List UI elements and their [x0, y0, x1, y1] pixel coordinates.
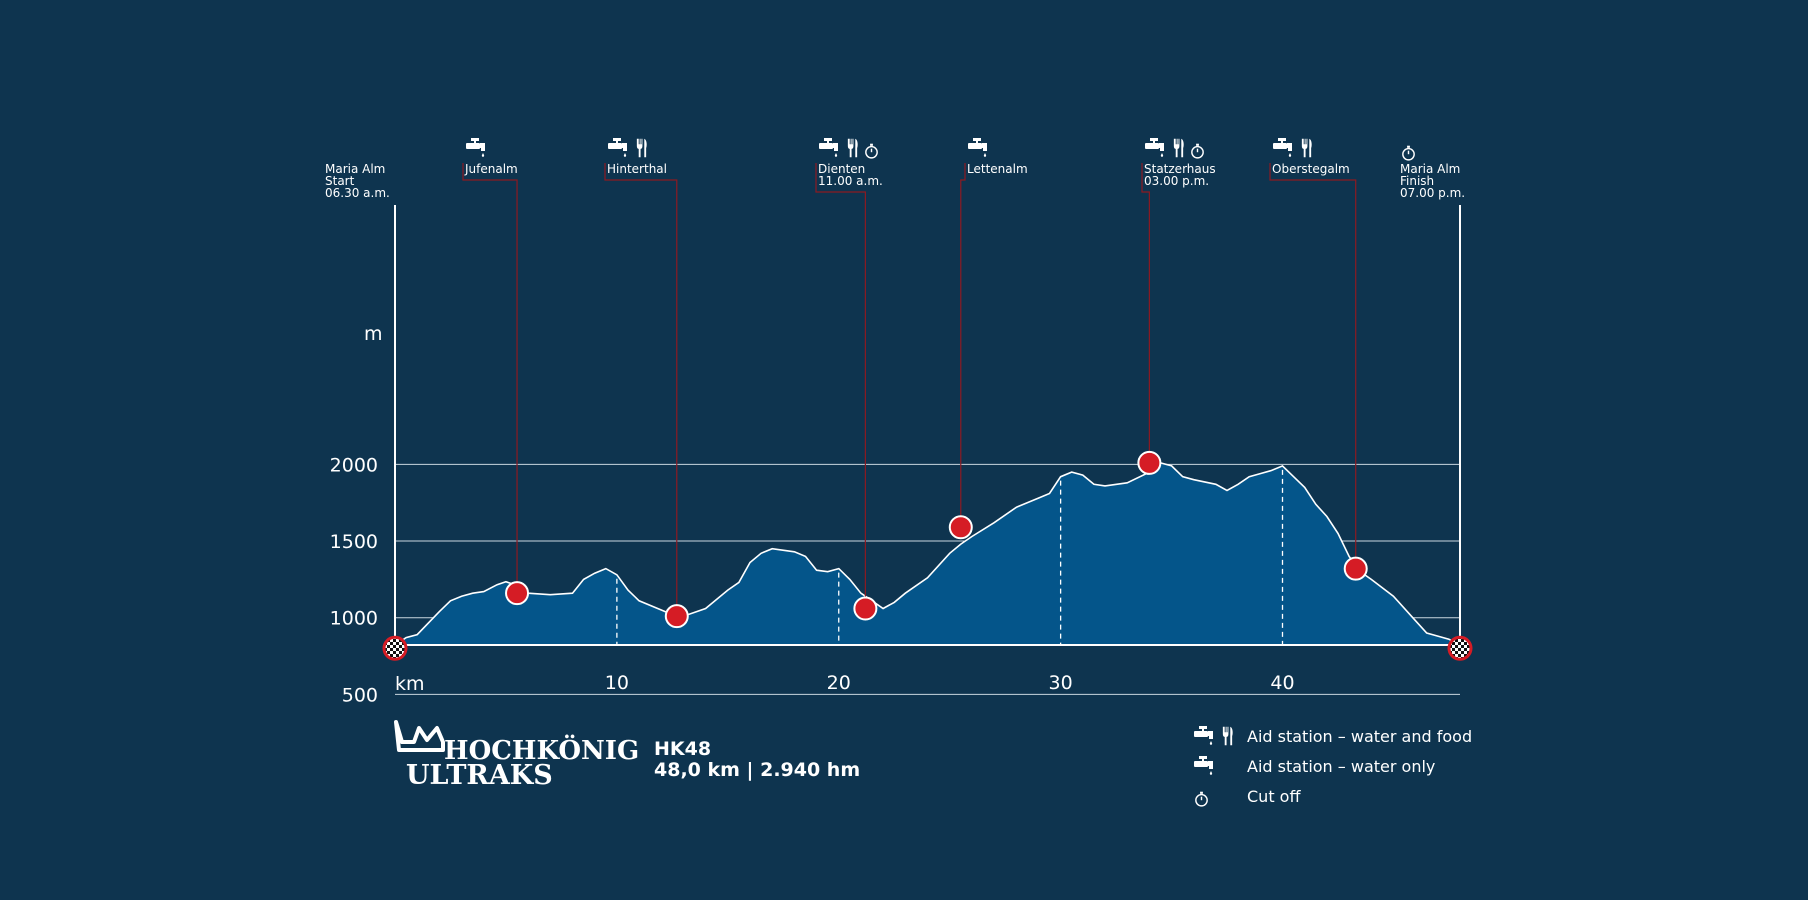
- station-label-lettenalm-line-0: Lettenalm: [967, 162, 1028, 176]
- station-label-maria-alm-line-1: Start: [325, 174, 355, 188]
- water-tap-icon: [466, 138, 485, 157]
- logo-line-2: ULTRAKS: [406, 760, 553, 791]
- y-axis-unit-label: m: [364, 323, 383, 345]
- water-tap-icon: [608, 138, 627, 157]
- y-tick-1500: 1500: [330, 531, 378, 553]
- x-tick-40: 40: [1270, 672, 1294, 694]
- y-tick-1000: 1000: [330, 608, 378, 630]
- start-flag-marker: [382, 635, 408, 661]
- cut-off-clock-icon: [1191, 143, 1204, 159]
- x-tick-30: 30: [1049, 672, 1073, 694]
- y-tick-500: 500: [342, 684, 378, 706]
- water-tap-icon: [968, 138, 987, 157]
- food-icon: [1301, 138, 1312, 158]
- elevation-area: [395, 462, 1460, 646]
- station-label-maria-alm-line-2: 06.30 a.m.: [325, 186, 390, 200]
- station-label-statzerhaus-line-0: Statzerhaus: [1144, 162, 1216, 176]
- aid-station-marker-lettenalm: [948, 515, 973, 540]
- finish-flag-marker: [1447, 635, 1473, 661]
- legend-label-2: Cut off: [1247, 787, 1301, 806]
- station-label-jufenalm-line-0: Jufenalm: [464, 162, 518, 176]
- station-label-maria-alm-line-1: Finish: [1400, 174, 1434, 188]
- water-tap-icon: [1145, 138, 1164, 157]
- aid-station-marker-jufenalm: [505, 581, 530, 606]
- leader-line-jufenalm: [462, 163, 518, 584]
- station-label-hinterthal-line-0: Hinterthal: [607, 162, 667, 176]
- station-label-statzerhaus-line-1: 03.00 p.m.: [1144, 174, 1209, 188]
- aid-station-marker-hinterthal: [664, 604, 689, 629]
- water-tap-icon: [819, 138, 838, 157]
- leader-line-dienten: [815, 163, 866, 599]
- station-label-maria-alm-line-0: Maria Alm: [325, 162, 385, 176]
- aid-station-marker-statzerhaus: [1137, 450, 1162, 475]
- station-label-maria-alm-line-0: Maria Alm: [1400, 162, 1460, 176]
- leader-line-statzerhaus: [1141, 163, 1150, 453]
- food-icon: [1173, 138, 1184, 158]
- station-label-maria-alm-line-2: 07.00 p.m.: [1400, 186, 1465, 200]
- hochkoenig-ultraks-logo: HOCHKÖNIG ULTRAKS: [394, 720, 639, 791]
- x-axis-unit-label: km: [395, 673, 425, 695]
- legend-label-0: Aid station – water and food: [1247, 727, 1472, 746]
- leader-line-hinterthal: [604, 163, 678, 607]
- aid-station-marker-dienten: [853, 596, 878, 621]
- y-tick-2000: 2000: [330, 454, 378, 476]
- food-icon: [847, 138, 858, 158]
- food-icon: [636, 138, 647, 158]
- x-tick-10: 10: [605, 672, 629, 694]
- water-tap-icon: [1194, 756, 1213, 775]
- station-label-dienten-line-0: Dienten: [818, 162, 865, 176]
- station-label-oberstegalm-line-0: Oberstegalm: [1272, 162, 1350, 176]
- leader-line-oberstegalm: [1269, 163, 1357, 559]
- food-icon: [1222, 726, 1233, 746]
- aid-station-marker-oberstegalm: [1343, 556, 1368, 581]
- crown-icon: [394, 720, 445, 752]
- leader-line-lettenalm: [960, 163, 966, 518]
- station-label-dienten-line-1: 11.00 a.m.: [818, 174, 883, 188]
- cut-off-clock-icon: [1402, 145, 1415, 161]
- logo-line-1: HOCHKÖNIG: [444, 734, 639, 766]
- legend-label-1: Aid station – water only: [1247, 757, 1435, 776]
- water-tap-icon: [1194, 726, 1213, 745]
- cut-off-clock-icon: [1195, 791, 1208, 807]
- x-tick-20: 20: [827, 672, 851, 694]
- cut-off-clock-icon: [865, 143, 878, 159]
- legend: Aid station – water and food Aid station …: [1194, 726, 1472, 807]
- race-stats: 48,0 km | 2.940 hm: [654, 759, 860, 781]
- water-tap-icon: [1273, 138, 1292, 157]
- race-code: HK48: [654, 738, 711, 760]
- elevation-profile-line: [394, 462, 1461, 647]
